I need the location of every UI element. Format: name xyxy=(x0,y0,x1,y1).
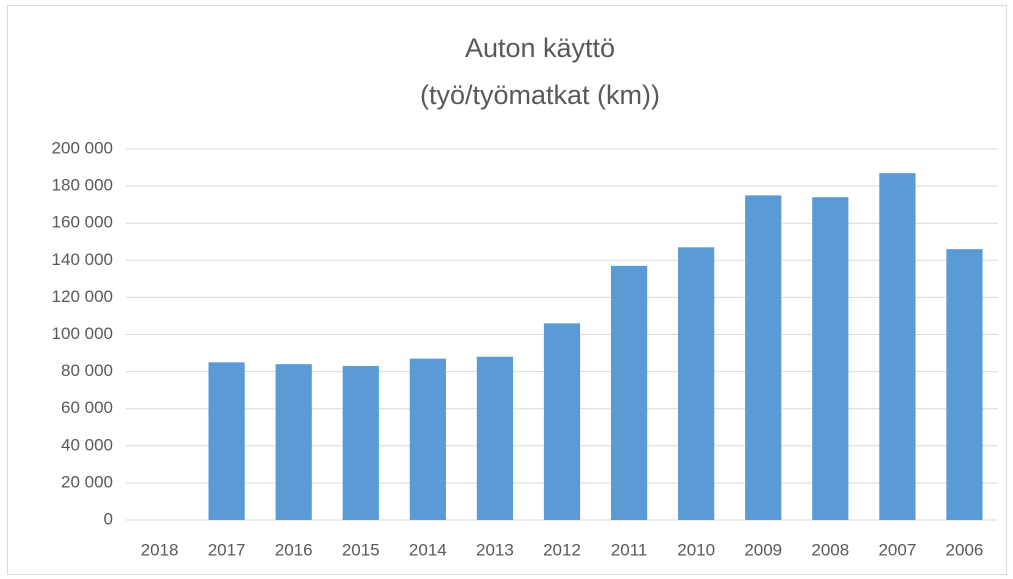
bar xyxy=(208,362,245,520)
bar xyxy=(879,173,916,521)
y-tick-label: 40 000 xyxy=(61,435,113,454)
x-tick-label: 2007 xyxy=(878,540,916,559)
bar xyxy=(275,364,312,520)
x-tick-label: 2017 xyxy=(208,540,246,559)
x-tick-label: 2006 xyxy=(946,540,984,559)
y-tick-label: 120 000 xyxy=(52,287,113,306)
x-tick-label: 2008 xyxy=(811,540,849,559)
bar xyxy=(610,265,648,520)
y-tick-label: 180 000 xyxy=(52,176,113,195)
y-tick-label: 160 000 xyxy=(52,213,113,232)
chart-title: (työ/työmatkat (km)) xyxy=(420,80,660,110)
y-tick-label: 0 xyxy=(104,509,113,528)
bar xyxy=(678,247,715,520)
y-tick-label: 20 000 xyxy=(61,472,113,491)
bar xyxy=(476,356,514,520)
bar xyxy=(543,323,581,520)
x-tick-label: 2011 xyxy=(611,540,648,559)
chart-title: Auton käyttö xyxy=(465,33,615,63)
bar xyxy=(946,249,983,521)
y-tick-label: 140 000 xyxy=(52,250,113,269)
x-tick-label: 2009 xyxy=(744,540,782,559)
bar xyxy=(409,358,446,520)
bar xyxy=(342,366,379,520)
y-tick-label: 60 000 xyxy=(61,398,113,417)
x-tick-label: 2013 xyxy=(476,540,514,559)
x-tick-label: 2014 xyxy=(409,540,447,559)
x-tick-label: 2015 xyxy=(342,540,380,559)
bar xyxy=(745,195,782,520)
y-tick-label: 100 000 xyxy=(52,324,113,343)
y-tick-label: 200 000 xyxy=(52,138,113,157)
x-tick-label: 2010 xyxy=(677,540,715,559)
x-tick-label: 2012 xyxy=(543,540,581,559)
x-tick-label: 2018 xyxy=(141,540,179,559)
x-tick-label: 2016 xyxy=(275,540,313,559)
bar xyxy=(812,197,849,521)
y-tick-label: 80 000 xyxy=(61,361,113,380)
